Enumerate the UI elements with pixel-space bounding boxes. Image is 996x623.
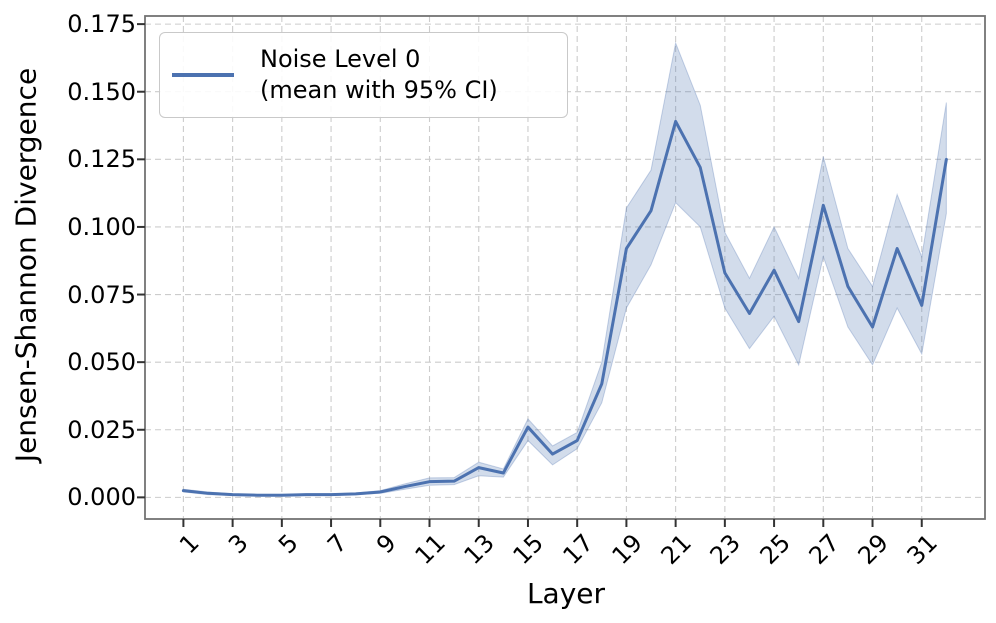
y-tick-label: 0.125: [67, 145, 136, 174]
x-axis-title: Layer: [526, 577, 606, 610]
legend-label-line2: (mean with 95% CI): [260, 76, 498, 104]
y-tick-label: 0.000: [67, 483, 136, 512]
legend-line-sample: [172, 73, 234, 77]
legend-label: Noise Level 0 (mean with 95% CI): [260, 44, 498, 106]
legend: Noise Level 0 (mean with 95% CI): [159, 32, 568, 118]
mean-line: [181, 119, 948, 497]
y-tick-label: 0.050: [67, 348, 136, 377]
y-tick-label: 0.175: [67, 10, 136, 39]
legend-label-line1: Noise Level 0: [260, 45, 421, 73]
y-tick-label: 0.025: [67, 415, 136, 444]
y-tick-label: 0.075: [67, 280, 136, 309]
confidence-band: [182, 41, 947, 497]
y-tick-label: 0.150: [67, 77, 136, 106]
axes-frame: [144, 15, 986, 520]
y-tick-label: 0.100: [67, 212, 136, 241]
y-axis-title: Jensen-Shannon Divergence: [9, 67, 43, 463]
